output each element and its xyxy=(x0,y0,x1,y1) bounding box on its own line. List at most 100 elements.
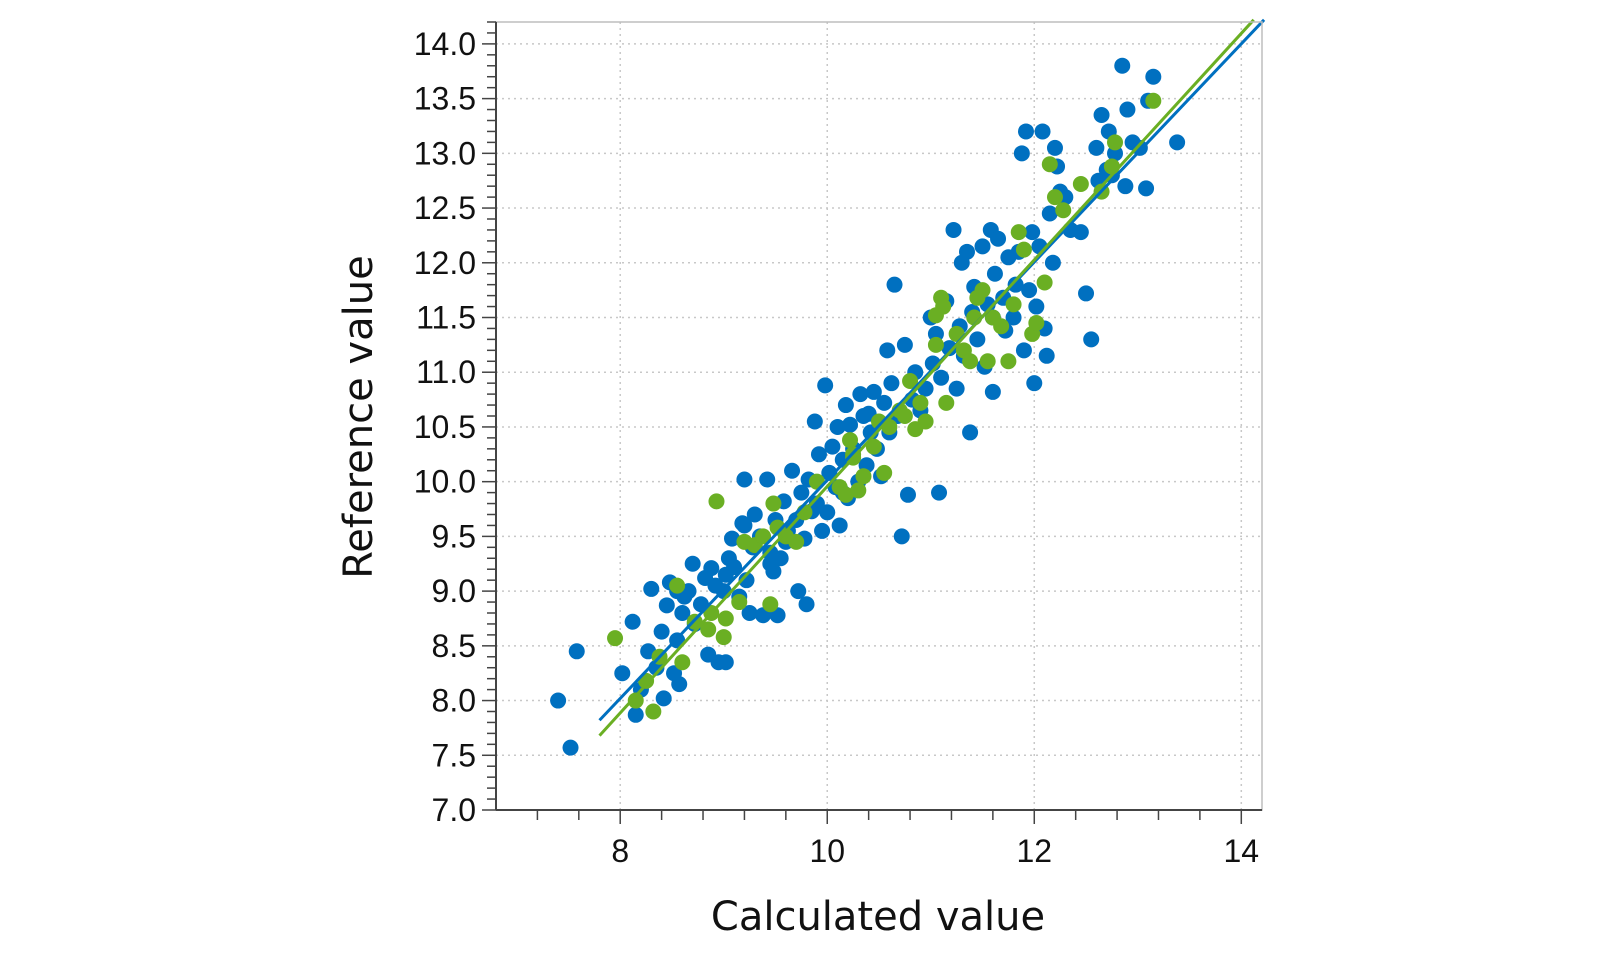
validation-point xyxy=(938,394,955,411)
validation-point xyxy=(788,533,805,550)
calibration-point xyxy=(1015,342,1032,359)
calibration-point xyxy=(738,572,755,589)
calibration-point xyxy=(1088,139,1105,156)
calibration-point xyxy=(655,690,672,707)
calibration-point xyxy=(842,416,859,433)
validation-point xyxy=(927,336,944,353)
calibration-point xyxy=(1107,145,1124,162)
calibration-point xyxy=(614,665,631,682)
y-axis-title: Reference value xyxy=(336,255,382,578)
y-tick-label: 12.5 xyxy=(414,190,476,226)
validation-point xyxy=(1046,189,1063,206)
validation-point xyxy=(962,353,979,370)
validation-point xyxy=(927,307,944,324)
calibration-point xyxy=(876,394,893,411)
validation-point xyxy=(700,621,717,638)
calibration-point xyxy=(1041,205,1058,222)
validation-point xyxy=(912,394,929,411)
calibration-point xyxy=(627,706,644,723)
calibration-point xyxy=(653,623,670,640)
validation-point xyxy=(717,610,734,627)
y-tick-label: 9.5 xyxy=(432,518,476,554)
calibration-point xyxy=(893,528,910,545)
calibration-point xyxy=(1021,282,1038,299)
calibration-point xyxy=(717,654,734,671)
calibration-point xyxy=(1093,107,1110,124)
y-tick-label: 7.0 xyxy=(432,792,476,828)
calibration-point xyxy=(1044,254,1061,271)
validation-point xyxy=(1028,314,1045,331)
x-tick-label: 14 xyxy=(1224,833,1260,869)
x-axis-title: Calculated value xyxy=(711,894,1045,940)
x-tick-label: 10 xyxy=(809,833,845,869)
validation-point xyxy=(1000,353,1017,370)
calibration-point xyxy=(643,580,660,597)
calibration-point xyxy=(624,613,641,630)
calibration-point xyxy=(736,517,753,534)
calibration-point xyxy=(1028,298,1045,315)
calibration-point xyxy=(1038,347,1055,364)
calibration-point xyxy=(703,560,720,577)
y-tick-label: 13.5 xyxy=(414,81,476,117)
calibration-point xyxy=(1005,309,1022,326)
validation-point xyxy=(1107,134,1124,151)
calibration-point xyxy=(806,413,823,430)
calibration-point xyxy=(865,383,882,400)
validation-point xyxy=(1145,92,1162,109)
calibration-point xyxy=(821,464,838,481)
x-tick-label: 8 xyxy=(611,833,629,869)
calibration-point xyxy=(852,386,869,403)
calibration-point xyxy=(1169,134,1186,151)
calibration-point xyxy=(829,418,846,435)
calibration-point xyxy=(1072,224,1089,241)
calibration-point xyxy=(814,522,831,539)
data-series xyxy=(550,57,1186,756)
validation-point xyxy=(1015,241,1032,258)
validation-point xyxy=(896,408,913,424)
validation-regression-line xyxy=(598,18,1255,737)
calibration-point xyxy=(831,517,848,534)
validation-point xyxy=(755,528,772,545)
validation-point xyxy=(645,703,662,720)
validation-point xyxy=(1055,202,1072,219)
y-tick-label: 10.5 xyxy=(414,409,476,445)
calibration-point xyxy=(969,331,986,348)
validation-point xyxy=(1103,158,1120,175)
calibration-point xyxy=(1007,276,1024,293)
regression-lines xyxy=(598,18,1266,737)
calibration-point xyxy=(741,605,758,621)
validation-point xyxy=(1005,296,1022,313)
calibration-point xyxy=(1114,57,1131,74)
validation-point xyxy=(1010,224,1027,241)
validation-point xyxy=(876,464,893,481)
validation-point xyxy=(715,629,732,646)
calibration-point xyxy=(886,276,903,293)
axes: 7.0 7.5 8.0 8.5 9.0 9.5 10.0 10.5 11.0 11.5 12.0 12… xyxy=(414,21,1263,869)
y-tick-label: 9.0 xyxy=(432,573,476,609)
validation-point xyxy=(850,482,867,499)
validation-point xyxy=(708,493,725,510)
calibration-point xyxy=(671,676,688,693)
y-tick-label: 8.5 xyxy=(432,628,476,664)
calibration-point xyxy=(927,325,944,342)
calibration-point xyxy=(562,739,579,756)
calibration-point xyxy=(879,342,896,359)
calibration-point xyxy=(724,530,741,547)
validation-point xyxy=(674,654,691,671)
calibration-point xyxy=(837,397,854,414)
calibration-point xyxy=(746,506,763,523)
calibration-point xyxy=(1046,139,1063,156)
calibration-point xyxy=(793,484,810,501)
y-tick-label: 7.5 xyxy=(432,737,476,773)
calibration-point xyxy=(883,375,900,392)
validation-point xyxy=(1036,274,1053,291)
calibration-point xyxy=(896,336,913,353)
y-tick-label: 12.0 xyxy=(414,245,476,281)
calibration-point xyxy=(990,230,1007,247)
calibration-point xyxy=(933,369,950,386)
calibration-point xyxy=(790,583,807,600)
y-tick-label: 13.0 xyxy=(414,135,476,171)
x-tick-label: 12 xyxy=(1016,833,1052,869)
calibration-point xyxy=(1024,224,1041,241)
